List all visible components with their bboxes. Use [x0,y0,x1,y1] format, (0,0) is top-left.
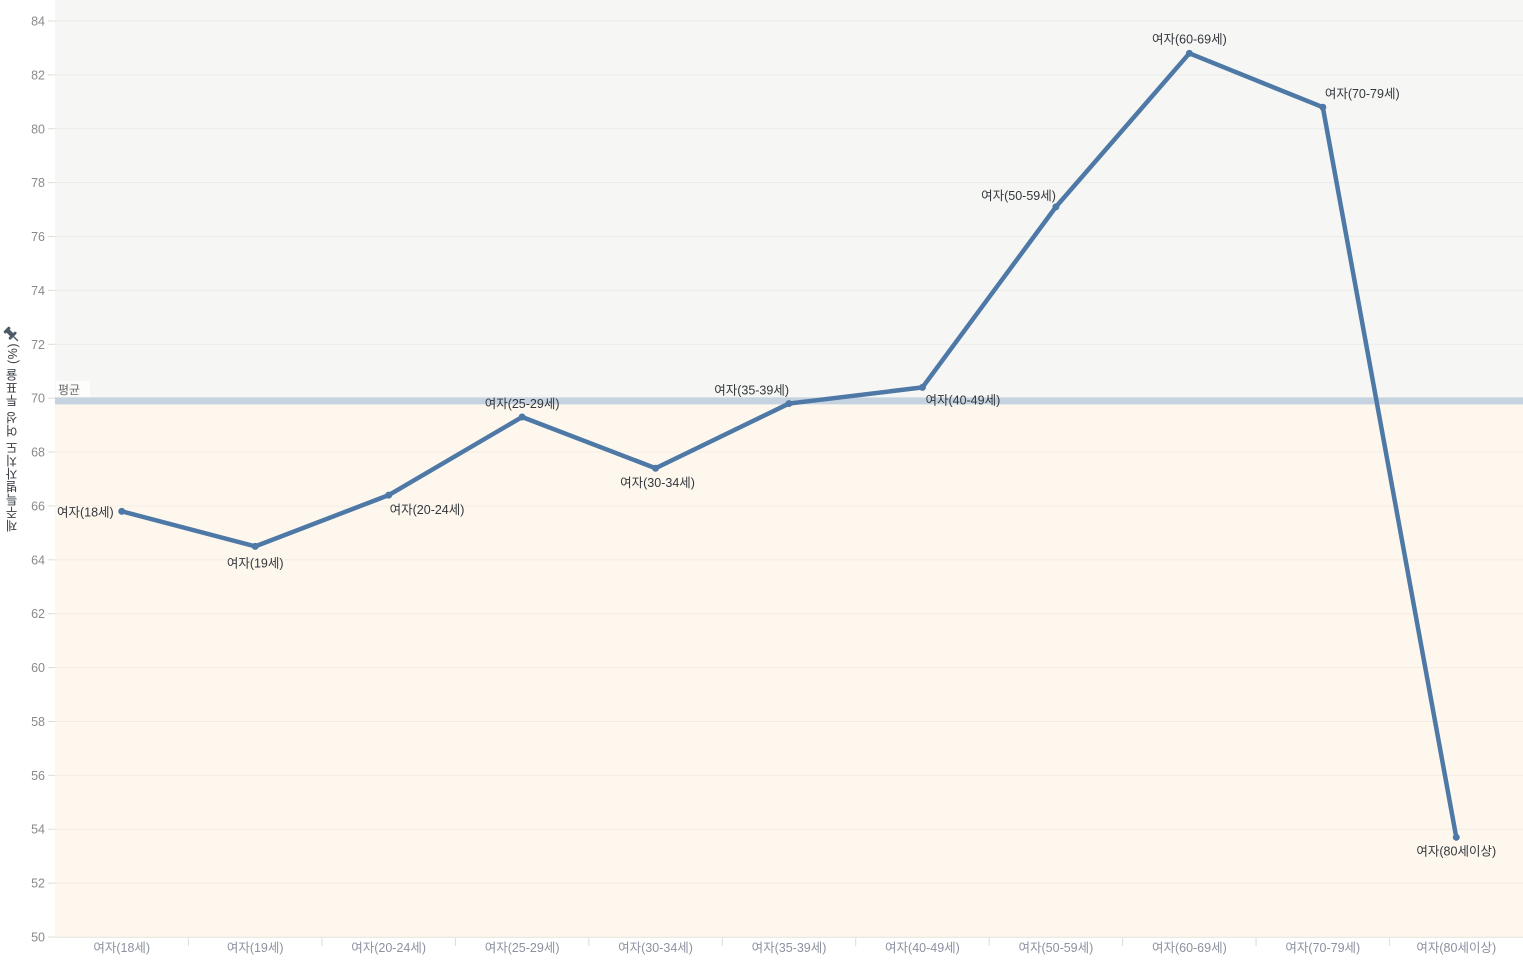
data-point[interactable] [918,383,926,391]
data-point[interactable] [1052,203,1060,211]
y-tick-label: 50 [31,931,45,945]
y-tick-label: 74 [31,284,45,298]
band-below-average [55,404,1523,937]
data-point-label[interactable]: 여자(80세이상) [1416,844,1496,858]
reference-line-label: 평균 [58,383,80,397]
y-tick-label: 52 [31,877,45,891]
y-axis-title-wrap: 제주특별자치도 여성 투표율 (%) [0,343,24,532]
y-tick-label: 64 [31,553,45,567]
x-tick-label: 여자(19세) [227,941,284,955]
x-tick-label: 여자(70-79세) [1285,941,1360,955]
data-point-label[interactable]: 여자(19세) [227,556,284,570]
x-tick-label: 여자(50-59세) [1019,941,1094,955]
x-tick-label: 여자(20-24세) [351,941,426,955]
y-tick-label: 82 [31,68,45,82]
y-tick-label: 60 [31,661,45,675]
data-point-label[interactable]: 여자(20-24세) [390,503,465,517]
y-tick-label: 70 [31,392,45,406]
x-tick-label: 여자(18세) [93,941,150,955]
y-tick-label: 54 [31,823,45,837]
y-tick-label: 76 [31,230,45,244]
data-point[interactable] [1319,103,1327,111]
band-above-average [55,0,1523,398]
data-point[interactable] [385,491,393,499]
x-tick-label: 여자(80세이상) [1416,941,1496,955]
data-point[interactable] [652,464,660,472]
y-tick-label: 68 [31,446,45,460]
y-tick-label: 56 [31,769,45,783]
data-point-label[interactable]: 여자(35-39세) [714,384,789,398]
y-tick-label: 80 [31,122,45,136]
x-tick-label: 여자(40-49세) [885,941,960,955]
y-tick-label: 78 [31,176,45,190]
y-tick-label: 72 [31,338,45,352]
x-tick-label: 여자(30-34세) [618,941,693,955]
data-point-label[interactable]: 여자(40-49세) [925,393,1000,407]
reference-label-bg [56,380,90,397]
data-point-label[interactable]: 여자(30-34세) [620,476,695,490]
data-point-label[interactable]: 여자(60-69세) [1152,32,1227,46]
y-tick-label: 62 [31,607,45,621]
data-point[interactable] [1452,833,1460,841]
data-point[interactable] [118,507,126,515]
data-point-label[interactable]: 여자(50-59세) [981,189,1056,203]
data-point[interactable] [1185,49,1193,57]
data-point-label[interactable]: 여자(70-79세) [1325,87,1400,101]
data-point[interactable] [518,413,526,421]
y-tick-label: 58 [31,715,45,729]
y-tick-label: 84 [31,15,45,29]
y-axis-title: 제주특별자치도 여성 투표율 (%) [5,343,20,532]
data-point[interactable] [785,400,793,408]
data-point[interactable] [251,542,259,550]
pushpin-icon[interactable] [2,324,22,346]
x-tick-label: 여자(25-29세) [485,941,560,955]
y-tick-label: 66 [31,499,45,513]
x-tick-label: 여자(35-39세) [752,941,827,955]
x-tick-label: 여자(60-69세) [1152,941,1227,955]
data-point-label[interactable]: 여자(18세) [57,505,114,519]
data-point-label[interactable]: 여자(25-29세) [485,397,560,411]
